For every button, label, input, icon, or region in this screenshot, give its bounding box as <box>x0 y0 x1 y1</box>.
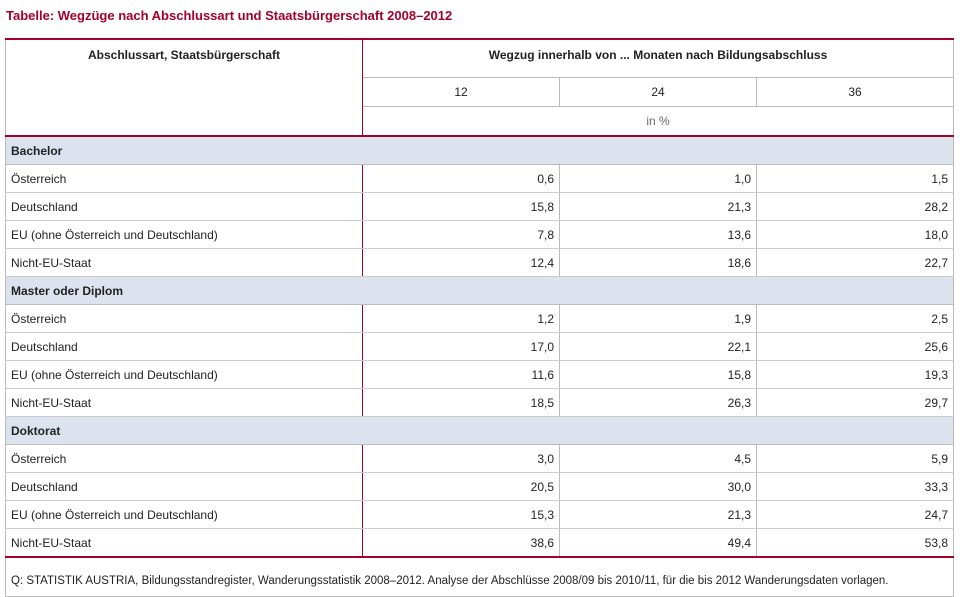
value-cell: 0,6 <box>362 164 560 193</box>
row-label: EU (ohne Österreich und Deutschland) <box>5 500 363 529</box>
value-cell: 1,0 <box>559 164 757 193</box>
section-label: Master oder Diplom <box>4 276 955 305</box>
table-row: Deutschland 17,0 22,1 25,6 <box>5 332 955 361</box>
value-cell: 18,0 <box>755 220 955 249</box>
value-cell: 4,5 <box>559 444 757 473</box>
table-row: Österreich 3,0 4,5 5,9 <box>5 444 955 473</box>
section-label: Bachelor <box>4 136 955 165</box>
value-cell: 33,3 <box>755 472 955 501</box>
header-month-36: 36 <box>755 77 955 107</box>
data-table: Abschlussart, Staatsbürgerschaft Wegzug … <box>4 38 955 597</box>
value-cell: 25,6 <box>755 332 955 361</box>
table-row: Nicht-EU-Staat 12,4 18,6 22,7 <box>5 248 955 277</box>
value-cell: 38,6 <box>362 528 560 558</box>
source-note: Q: STATISTIK AUSTRIA, Bildungsstandregis… <box>4 557 955 597</box>
row-label: Deutschland <box>5 472 363 501</box>
row-label: Deutschland <box>5 192 363 221</box>
table-row: Deutschland 20,5 30,0 33,3 <box>5 472 955 501</box>
row-label: Nicht-EU-Staat <box>5 388 363 417</box>
header-unit: in % <box>362 106 955 137</box>
value-cell: 21,3 <box>559 192 757 221</box>
row-label: Österreich <box>5 164 363 193</box>
row-label: EU (ohne Österreich und Deutschland) <box>5 360 363 389</box>
row-label: Nicht-EU-Staat <box>5 528 363 558</box>
table-row: EU (ohne Österreich und Deutschland) 15,3… <box>5 500 955 529</box>
value-cell: 1,9 <box>559 304 757 333</box>
header-wegzug-group: Wegzug innerhalb von ... Monaten nach Bi… <box>362 39 955 78</box>
value-cell: 17,0 <box>362 332 560 361</box>
value-cell: 22,1 <box>559 332 757 361</box>
value-cell: 20,5 <box>362 472 560 501</box>
section-row: Doktorat <box>4 416 955 445</box>
value-cell: 15,3 <box>362 500 560 529</box>
section-row: Bachelor <box>4 136 955 165</box>
header-month-24: 24 <box>559 77 757 107</box>
table-row: Österreich 0,6 1,0 1,5 <box>5 164 955 193</box>
row-label: EU (ohne Österreich und Deutschland) <box>5 220 363 249</box>
value-cell: 15,8 <box>559 360 757 389</box>
table-row: Nicht-EU-Staat 18,5 26,3 29,7 <box>5 388 955 417</box>
value-cell: 29,7 <box>755 388 955 417</box>
section-label: Doktorat <box>4 416 955 445</box>
header-month-12: 12 <box>362 77 560 107</box>
value-cell: 15,8 <box>362 192 560 221</box>
table-title: Tabelle: Wegzüge nach Abschlussart und S… <box>6 8 453 23</box>
table-row: Österreich 1,2 1,9 2,5 <box>5 304 955 333</box>
value-cell: 1,2 <box>362 304 560 333</box>
value-cell: 30,0 <box>559 472 757 501</box>
row-label: Deutschland <box>5 332 363 361</box>
table-row: EU (ohne Österreich und Deutschland) 11,6… <box>5 360 955 389</box>
table-row: Deutschland 15,8 21,3 28,2 <box>5 192 955 221</box>
value-cell: 18,5 <box>362 388 560 417</box>
value-cell: 11,6 <box>362 360 560 389</box>
row-label: Österreich <box>5 304 363 333</box>
value-cell: 53,8 <box>755 528 955 558</box>
table-row: EU (ohne Österreich und Deutschland) 7,8 1… <box>5 220 955 249</box>
value-cell: 1,5 <box>755 164 955 193</box>
data-table-container: Abschlussart, Staatsbürgerschaft Wegzug … <box>4 38 955 597</box>
value-cell: 19,3 <box>755 360 955 389</box>
value-cell: 12,4 <box>362 248 560 277</box>
row-label: Österreich <box>5 444 363 473</box>
value-cell: 28,2 <box>755 192 955 221</box>
value-cell: 18,6 <box>559 248 757 277</box>
header-abschlussart: Abschlussart, Staatsbürgerschaft <box>5 39 363 137</box>
value-cell: 21,3 <box>559 500 757 529</box>
value-cell: 2,5 <box>755 304 955 333</box>
value-cell: 24,7 <box>755 500 955 529</box>
row-label: Nicht-EU-Staat <box>5 248 363 277</box>
value-cell: 22,7 <box>755 248 955 277</box>
table-row: Nicht-EU-Staat 38,6 49,4 53,8 <box>5 528 955 558</box>
value-cell: 7,8 <box>362 220 560 249</box>
value-cell: 26,3 <box>559 388 757 417</box>
table-body: Bachelor Österreich 0,6 1,0 1,5 Deutschland 15… <box>4 136 955 558</box>
section-row: Master oder Diplom <box>4 276 955 305</box>
value-cell: 5,9 <box>755 444 955 473</box>
value-cell: 3,0 <box>362 444 560 473</box>
value-cell: 13,6 <box>559 220 757 249</box>
value-cell: 49,4 <box>559 528 757 558</box>
